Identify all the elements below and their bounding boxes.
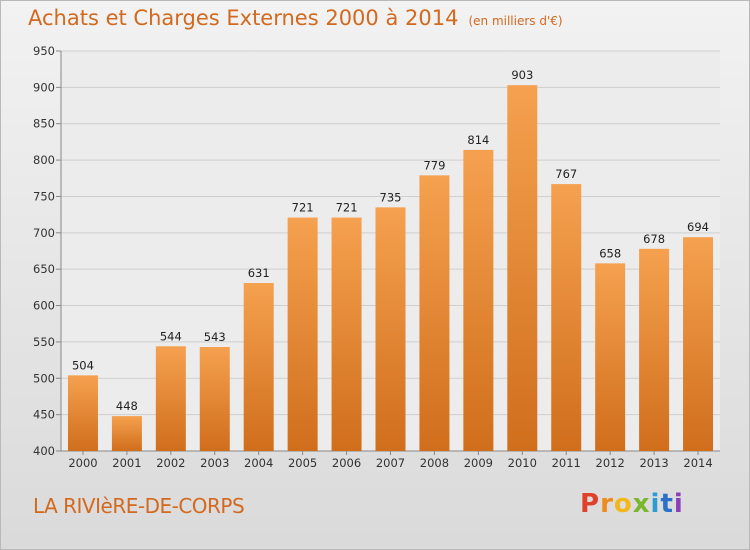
y-tick-label: 800 (33, 153, 55, 167)
bar (331, 217, 362, 451)
data-label: 735 (380, 190, 402, 204)
data-label: 658 (599, 246, 621, 260)
x-tick-label: 2014 (683, 456, 712, 470)
data-label: 694 (687, 220, 709, 234)
bar (507, 85, 538, 451)
chart-subtitle: (en milliers d'€) (468, 14, 563, 28)
x-tick-label: 2008 (420, 456, 449, 470)
x-tick-label: 2012 (596, 456, 625, 470)
data-label: 779 (423, 158, 445, 172)
chart-title-text: Achats et Charges Externes 2000 à 2014 (28, 6, 459, 30)
bar (639, 248, 670, 451)
bar (287, 217, 318, 451)
x-tick-label: 2010 (508, 456, 537, 470)
bar (243, 283, 274, 451)
x-tick-label: 2004 (244, 456, 273, 470)
bar (595, 263, 626, 451)
data-label: 543 (204, 330, 226, 344)
bar (67, 375, 98, 451)
x-tick-label: 2000 (68, 456, 97, 470)
place-name: LA RIVIèRE-DE-CORPS (33, 494, 245, 518)
y-tick-label: 650 (33, 262, 55, 276)
y-tick-label: 400 (33, 444, 55, 458)
y-tick-label: 700 (33, 226, 55, 240)
bar (199, 347, 230, 451)
data-label: 678 (643, 232, 665, 246)
bar (155, 346, 186, 451)
y-tick-label: 850 (33, 117, 55, 131)
data-label: 631 (248, 266, 270, 280)
x-tick-label: 2007 (376, 456, 405, 470)
y-tick-label: 450 (33, 408, 55, 422)
x-tick-label: 2001 (112, 456, 141, 470)
bar (419, 175, 450, 451)
x-tick-label: 2002 (156, 456, 185, 470)
data-label: 448 (116, 399, 138, 413)
bar (111, 416, 142, 451)
data-label: 721 (292, 201, 314, 215)
y-tick-label: 750 (33, 189, 55, 203)
data-label: 544 (160, 329, 182, 343)
data-label: 767 (555, 167, 577, 181)
data-label: 721 (336, 201, 358, 215)
x-tick-label: 2003 (200, 456, 229, 470)
y-tick-label: 950 (33, 44, 55, 58)
y-tick-label: 900 (33, 80, 55, 94)
x-tick-label: 2011 (552, 456, 581, 470)
chart-title: Achats et Charges Externes 2000 à 2014 (e… (28, 6, 563, 30)
proxiti-logo: Proxiti (580, 489, 684, 519)
x-tick-label: 2013 (639, 456, 668, 470)
x-tick-label: 2005 (288, 456, 317, 470)
bar (683, 237, 714, 451)
bar (375, 207, 406, 451)
x-tick-label: 2006 (332, 456, 361, 470)
y-tick-label: 600 (33, 299, 55, 313)
data-label: 903 (511, 68, 533, 82)
x-tick-label: 2009 (464, 456, 493, 470)
bar (551, 184, 582, 451)
y-tick-label: 550 (33, 335, 55, 349)
y-tick-label: 500 (33, 371, 55, 385)
data-label: 504 (72, 358, 94, 372)
data-label: 814 (467, 133, 489, 147)
bar (463, 149, 494, 451)
